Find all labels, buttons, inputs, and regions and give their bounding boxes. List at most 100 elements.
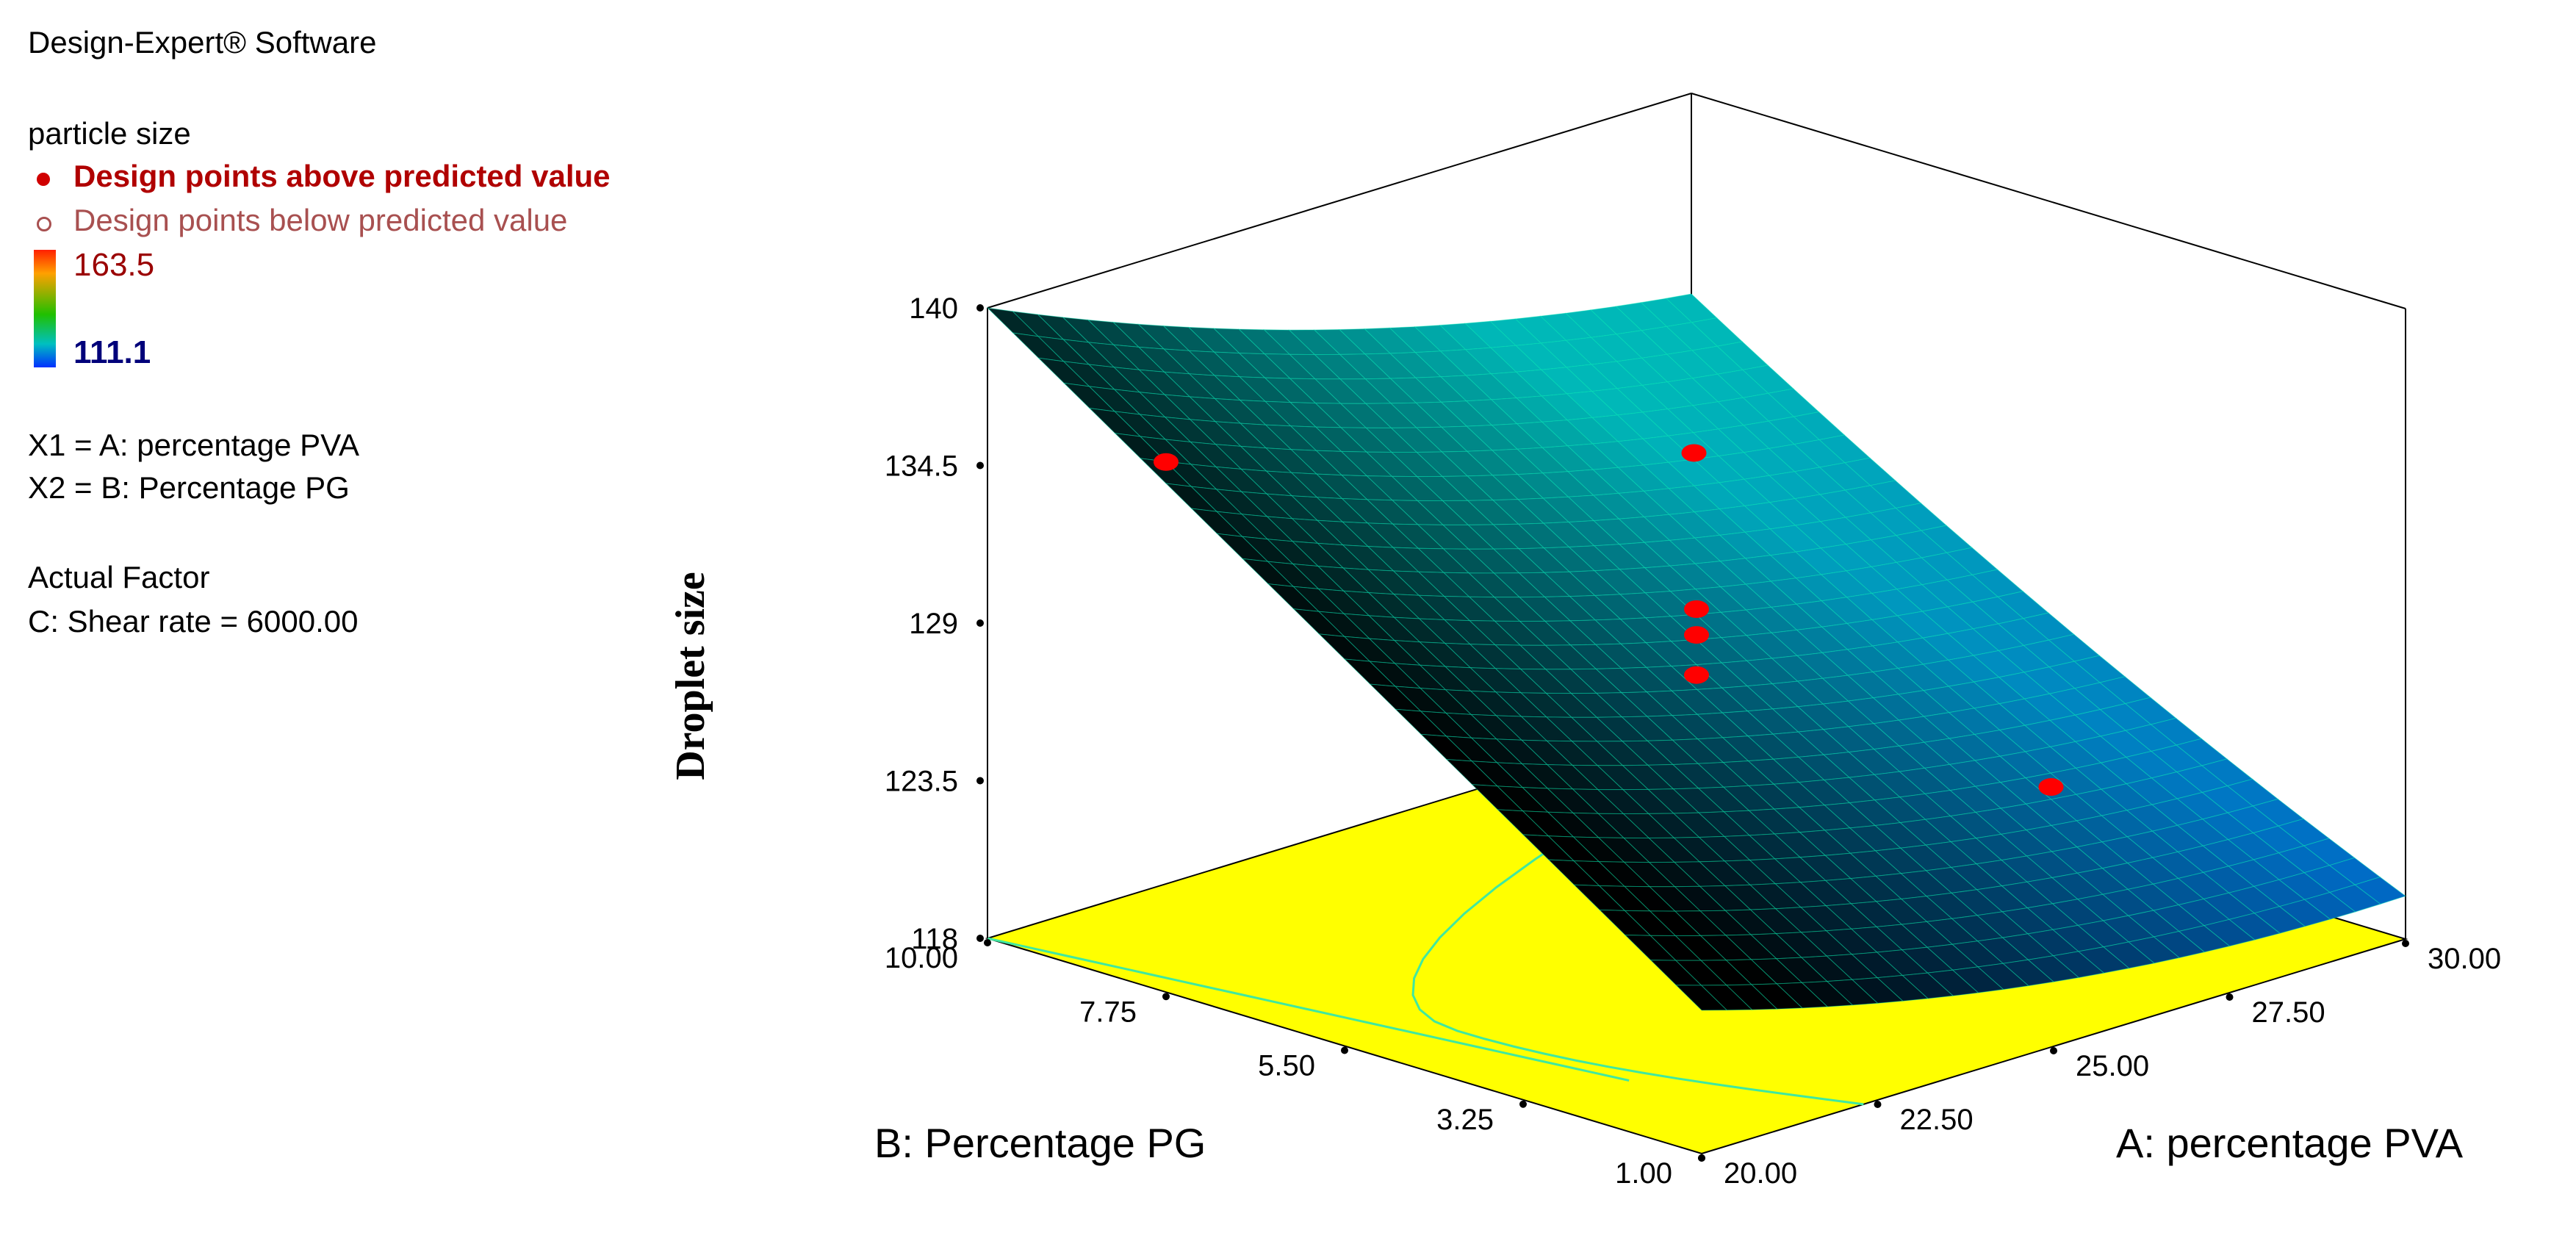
color-scale-bar: [34, 250, 56, 367]
surface-facet: [2074, 709, 2127, 737]
surface-facet: [1697, 737, 1749, 763]
y-tick-label: 3.25: [1436, 1104, 1494, 1136]
surface-facet: [1725, 984, 1778, 1010]
z-tick-mark: [976, 619, 984, 627]
z-tick-mark: [976, 777, 984, 785]
surface-facet: [1496, 762, 1549, 789]
software-title: Design-Expert® Software: [28, 25, 377, 60]
surface-facet: [2027, 955, 2080, 982]
surface-facet: [2050, 820, 2104, 848]
surface-facet: [1818, 462, 1871, 491]
surface-facet: [1692, 428, 1745, 457]
design-point-6: [2038, 778, 2064, 796]
surface-facet: [1215, 511, 1269, 540]
x-tick-label: 27.50: [2252, 996, 2325, 1029]
surface-facet: [1317, 611, 1371, 639]
surface-facet: [1899, 819, 1952, 846]
surface-facet: [1420, 733, 1473, 762]
surface-facet: [1521, 763, 1574, 790]
color-scale-min: 111.1: [73, 334, 151, 370]
surface-facet: [1516, 421, 1569, 448]
x-tick-mark: [1874, 1101, 1882, 1108]
surface-facet: [1543, 596, 1597, 622]
actual-factor-heading: Actual Factor: [28, 560, 210, 594]
surface-facet: [1723, 835, 1776, 861]
x-tick-label: 22.50: [1900, 1104, 1974, 1136]
x-tick-mark: [1698, 1154, 1705, 1162]
surface-facet: [1389, 377, 1442, 403]
y-tick-mark: [1519, 1100, 1527, 1108]
y-tick-mark: [1341, 1046, 1348, 1054]
factor-x2: X2 = B: Percentage PG: [28, 470, 350, 505]
surface-facet: [1544, 620, 1597, 646]
design-point-4: [1684, 666, 1709, 684]
surface-facet: [1517, 547, 1571, 573]
surface-facet: [1088, 407, 1142, 437]
surface-facet: [1895, 530, 1948, 558]
box-top-edge: [987, 93, 1692, 309]
legend-above: Design points above predicted value: [73, 159, 611, 193]
surface-facet: [1315, 450, 1368, 477]
design-point-3: [1684, 626, 1709, 644]
surface-facet: [1369, 683, 1422, 712]
surface-facet: [1340, 450, 1393, 477]
surface-facet: [1668, 485, 1721, 513]
surface-facet: [1717, 425, 1770, 453]
surface-facet: [1445, 759, 1499, 787]
surface-facet: [1520, 739, 1574, 766]
surface-facet: [1163, 394, 1217, 422]
y-tick-mark: [984, 939, 991, 946]
surface-facet: [1494, 668, 1547, 694]
surface-facet: [1697, 762, 1750, 788]
z-tick-mark: [976, 304, 984, 312]
surface-facet: [1540, 339, 1593, 368]
surface-facet: [1997, 591, 2050, 619]
surface-facet: [2226, 805, 2279, 834]
z-tick-label: 129: [909, 608, 958, 640]
surface-facet: [1573, 884, 1626, 911]
x-axis-label: A: percentage PVA: [2116, 1120, 2464, 1166]
factor-x1: X1 = A: percentage PVA: [28, 428, 360, 462]
surface-facet: [1699, 960, 1753, 986]
below-point-marker-icon: [37, 217, 51, 231]
surface-facet: [1522, 810, 1575, 838]
y-tick-label: 1.00: [1615, 1157, 1672, 1190]
box-top-edge: [1691, 93, 2406, 309]
surface-facet: [2024, 746, 2077, 774]
surface-facet: [1497, 809, 1550, 837]
above-point-marker-icon: [37, 173, 50, 186]
surface-facet: [1675, 985, 1728, 1011]
surface-facet: [1542, 521, 1595, 548]
design-point-2: [1684, 600, 1709, 618]
surface-facet: [1164, 439, 1217, 468]
x-tick-label: 20.00: [1724, 1157, 1797, 1190]
y-tick-label: 7.75: [1079, 996, 1137, 1028]
surface-facet: [1267, 583, 1320, 612]
surface-facet: [1674, 935, 1727, 961]
surface-facet: [1649, 960, 1702, 986]
surface-facet: [1674, 910, 1727, 936]
surface-facet: [1544, 669, 1597, 694]
surface-facet: [1541, 393, 1594, 421]
surface-facet: [1392, 570, 1445, 597]
surface-facet: [1517, 472, 1569, 499]
surface-facet: [1542, 546, 1596, 572]
surface-facet: [1544, 644, 1597, 670]
surface-facet: [1547, 859, 1600, 887]
x-tick-label: 30.00: [2428, 943, 2501, 975]
surface-facet: [1541, 445, 1594, 472]
surface-facet: [1391, 500, 1444, 525]
z-tick-label: 134.5: [885, 450, 958, 483]
surface-facet: [1851, 977, 1904, 1004]
surface-facet: [1899, 793, 1951, 820]
z-tick-label: 118: [911, 923, 958, 955]
surface-facet: [1722, 810, 1776, 836]
floor-contour-1: [987, 937, 1630, 1082]
z-tick-mark: [976, 461, 984, 470]
x-tick-label: 25.00: [2076, 1050, 2149, 1082]
x-tick-mark: [2402, 940, 2409, 947]
y-tick-mark: [1162, 993, 1170, 1001]
surface-facet: [1896, 611, 1949, 639]
surface-facet: [1520, 716, 1573, 742]
